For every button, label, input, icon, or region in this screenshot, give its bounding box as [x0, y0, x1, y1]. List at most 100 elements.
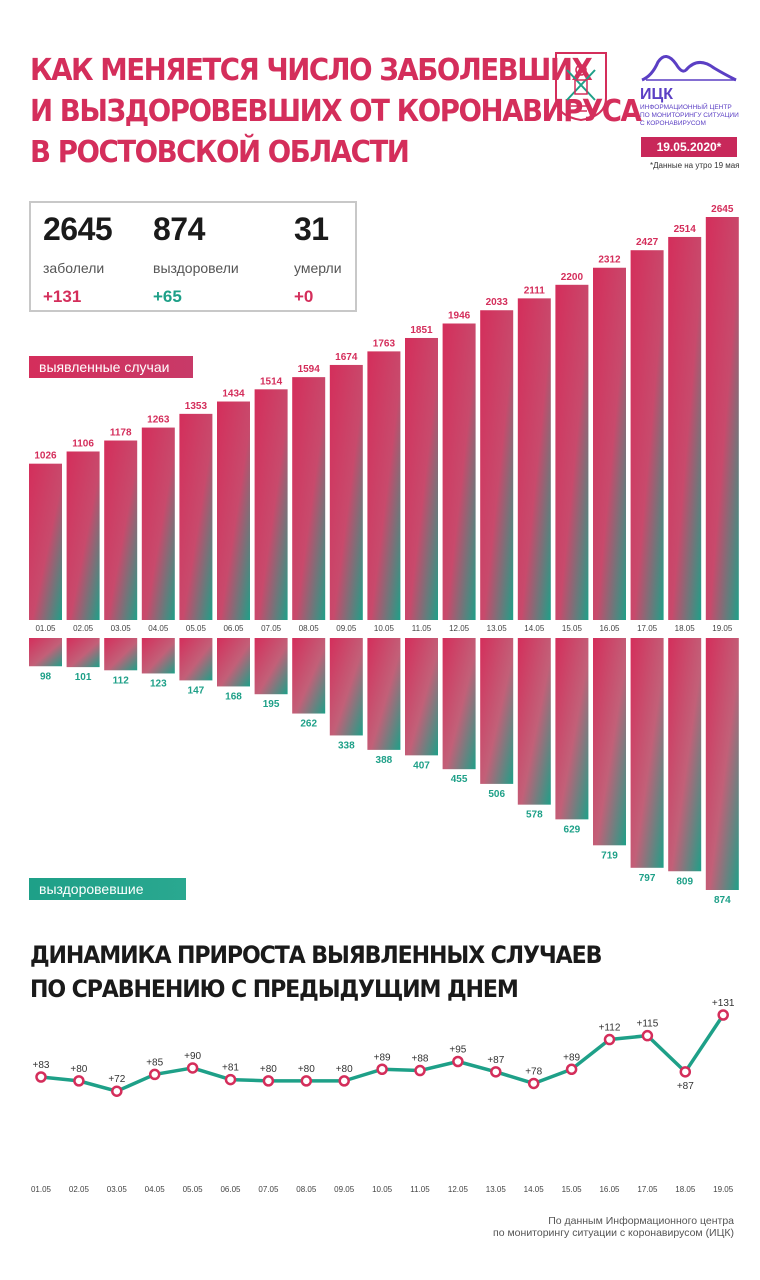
growth-point — [527, 1077, 540, 1090]
cases-bar-label: 1263 — [147, 415, 170, 426]
cases-bar-label: 2514 — [674, 224, 697, 235]
recovered-bar-label: 262 — [300, 719, 317, 730]
recovered-bar-label: 388 — [376, 755, 393, 766]
growth-date-label: 16.05 — [599, 1185, 620, 1194]
bar-date-label: 19.05 — [712, 624, 733, 633]
cases-bar — [66, 451, 100, 620]
growth-date-label: 02.05 — [69, 1185, 90, 1194]
growth-point — [186, 1062, 199, 1074]
cases-bar-label: 1594 — [298, 364, 321, 375]
cases-bar — [630, 250, 664, 620]
growth-date-label: 14.05 — [524, 1185, 545, 1194]
cases-bar-label: 1514 — [260, 376, 283, 387]
growth-point-label: +112 — [599, 1023, 621, 1034]
stat-label: умерли — [294, 260, 342, 276]
cases-bar — [405, 337, 438, 620]
cases-bar-label: 1763 — [373, 338, 396, 349]
logo-subtitle-line-2: по мониторингу ситуации — [640, 112, 739, 119]
recovered-bar — [367, 638, 401, 750]
growth-point — [452, 1055, 464, 1068]
growth-point-label: +78 — [525, 1066, 542, 1077]
growth-date-label: 12.05 — [448, 1185, 469, 1194]
growth-point — [111, 1085, 123, 1097]
growth-point — [603, 1033, 616, 1046]
growth-date-label: 19.05 — [713, 1185, 734, 1194]
cases-bar — [29, 463, 62, 620]
bar-date-label: 07.05 — [261, 624, 282, 633]
cases-bar-label: 2033 — [486, 297, 509, 308]
recovered-bar — [630, 638, 664, 868]
recovered-bar-label: 338 — [338, 740, 355, 751]
bar-date-label: 14.05 — [524, 624, 545, 633]
cases-bar — [329, 364, 363, 620]
growth-point-label: +87 — [487, 1055, 504, 1066]
growth-chart-title: Динамика прироста выявленных случаев по … — [30, 938, 602, 1006]
recovered-bar — [705, 638, 739, 890]
growth-point-label: +87 — [677, 1081, 694, 1092]
source-note: По данным Информационного центра по мони… — [493, 1215, 734, 1239]
cases-bar-label: 2645 — [711, 204, 734, 215]
recovered-bar — [141, 638, 175, 674]
recovered-bar-label: 874 — [714, 895, 731, 906]
date-badge: 19.05.2020* — [641, 137, 737, 157]
growth-point-label: +115 — [637, 1019, 659, 1030]
logo-subtitle-line-1: Информационный центр — [640, 104, 732, 111]
recovered-bar-label: 578 — [526, 810, 543, 821]
cases-bar — [141, 427, 175, 620]
title-line-1: Как меняется число заболевших — [30, 53, 593, 88]
recovered-bar-label: 407 — [413, 760, 430, 771]
growth-point — [641, 1029, 654, 1042]
growth-point-label: +89 — [374, 1052, 391, 1063]
growth-point — [35, 1071, 47, 1083]
logo-name: ИЦК — [640, 86, 673, 103]
recovered-bar — [179, 638, 213, 681]
growth-point — [565, 1063, 578, 1075]
source-line-1: По данным Информационного центра — [548, 1215, 734, 1227]
bar-date-label: 09.05 — [336, 624, 357, 633]
bar-date-label: 13.05 — [487, 624, 508, 633]
growth-date-label: 08.05 — [296, 1185, 317, 1194]
bar-date-label: 06.05 — [223, 624, 244, 633]
stat-delta: +65 — [153, 287, 182, 306]
growth-date-label: 09.05 — [334, 1185, 355, 1194]
recovered-bar — [668, 638, 702, 872]
cases-bar — [292, 377, 326, 620]
bar-date-label: 11.05 — [412, 624, 432, 633]
recovered-bar-label: 123 — [150, 678, 167, 689]
growth-point-label: +88 — [412, 1054, 429, 1065]
cases-bar — [668, 236, 702, 621]
cases-bar-label: 2111 — [524, 285, 546, 296]
growth-date-label: 18.05 — [675, 1185, 696, 1194]
bar-date-label: 15.05 — [562, 624, 583, 633]
stat-value: 874 — [153, 211, 205, 247]
growth-date-label: 01.05 — [31, 1185, 52, 1194]
recovered-bar — [66, 638, 100, 668]
recovered-bar-label: 629 — [564, 824, 581, 835]
growth-point-label: +80 — [298, 1064, 315, 1075]
bar-date-label: 02.05 — [73, 624, 94, 633]
bar-date-label: 05.05 — [186, 624, 207, 633]
growth-point-label: +80 — [70, 1064, 87, 1075]
bar-date-label: 12.05 — [449, 624, 470, 633]
growth-point — [224, 1073, 237, 1086]
growth-date-label: 11.05 — [410, 1185, 430, 1194]
stat-label: выздоровели — [153, 260, 239, 276]
cases-bar — [593, 267, 626, 620]
cases-bar — [367, 351, 401, 620]
growth-date-label: 13.05 — [486, 1185, 507, 1194]
cases-bar-label: 2427 — [636, 237, 659, 248]
recovered-bar-label: 506 — [488, 789, 505, 800]
growth-point — [262, 1075, 275, 1087]
cases-bar-label: 1851 — [410, 325, 433, 336]
growth-date-label: 07.05 — [258, 1185, 279, 1194]
stats-box: 2645 заболели +131 874 выздоровели +65 3… — [29, 201, 357, 312]
recovered-bar — [480, 638, 514, 784]
recovered-bar — [329, 638, 363, 736]
stat-delta: +131 — [43, 287, 82, 306]
cases-bar-label: 2200 — [561, 272, 584, 283]
recovered-bar — [405, 638, 438, 756]
growth-point-label: +90 — [184, 1051, 201, 1062]
cases-bar — [104, 440, 138, 620]
recovered-bar-label: 809 — [676, 876, 693, 887]
growth-date-label: 05.05 — [183, 1185, 204, 1194]
